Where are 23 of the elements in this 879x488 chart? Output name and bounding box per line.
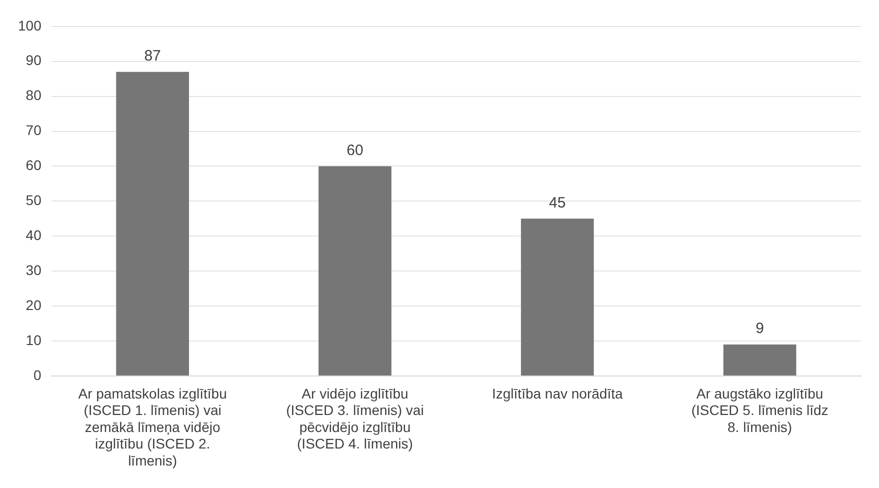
y-tick-label: 90 (26, 52, 42, 68)
y-tick-label: 30 (26, 262, 42, 278)
data-label: 45 (549, 194, 566, 212)
y-tick-label: 100 (18, 17, 42, 34)
data-label: 60 (346, 142, 364, 159)
y-tick-label: 80 (26, 87, 42, 104)
y-tick-label: 10 (26, 332, 42, 348)
y-tick-label: 0 (34, 366, 42, 383)
bar (318, 166, 392, 376)
y-tick-label: 20 (26, 296, 42, 313)
x-tick-label: Izglītība nav norādīta (492, 385, 623, 402)
bar (520, 218, 594, 376)
y-tick-label: 50 (26, 192, 42, 208)
x-tick-label: Ar augstāko izglītību (ISCED 5. līmenis līdz 8. līmenis) (691, 385, 828, 435)
data-label: 87 (144, 47, 161, 64)
y-tick-label: 60 (26, 157, 42, 174)
x-tick-label: Ar pamatskolas izglītību (ISCED 1. līmenis) vai zemākā līmeņa vidējo izglītību (ISCED 2. līmenis) (78, 385, 227, 468)
bar (723, 344, 796, 376)
y-tick-label: 70 (26, 122, 42, 138)
data-label: 9 (756, 320, 764, 338)
bar (116, 72, 189, 376)
y-tick-label: 40 (26, 227, 42, 244)
x-tick-label: Ar vidējo izglītību (ISCED 3. līmenis) vai pēcvidējo izglītību (ISCED 4. līmenis) (286, 385, 424, 452)
